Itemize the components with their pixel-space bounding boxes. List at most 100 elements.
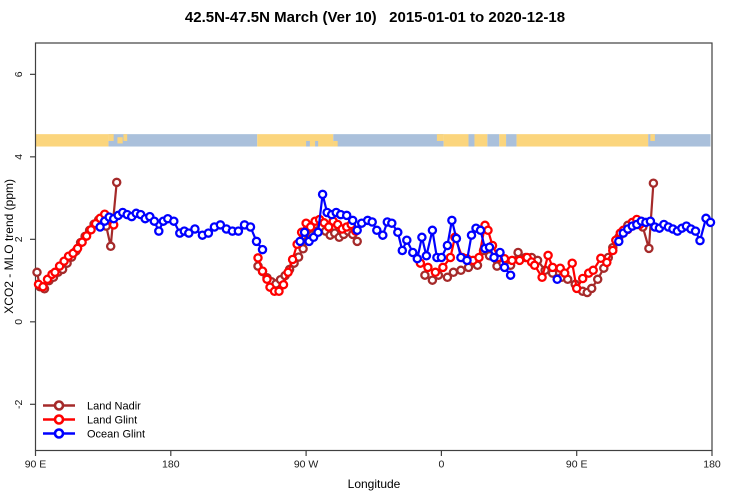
data-point xyxy=(602,257,612,268)
y-tick-label: 6 xyxy=(13,71,25,77)
chart-title: 42.5N-47.5N March (Ver 10) 2015-01-01 to… xyxy=(184,9,566,26)
data-point xyxy=(317,189,328,200)
data-point xyxy=(614,236,624,247)
data-point xyxy=(475,225,486,236)
x-tick-label: 180 xyxy=(703,459,721,471)
data-point xyxy=(577,273,588,284)
x-tick-label: 90 E xyxy=(566,459,588,471)
series-land-glint xyxy=(33,209,645,297)
data-point xyxy=(72,243,83,254)
data-point xyxy=(596,253,606,264)
data-point xyxy=(154,226,164,236)
x-tick-label: 90 E xyxy=(25,459,47,471)
map-band-ocean-segment xyxy=(648,134,711,147)
data-point xyxy=(474,252,484,263)
data-point xyxy=(489,252,499,263)
data-point xyxy=(447,215,457,226)
data-point xyxy=(690,226,701,236)
data-point xyxy=(95,222,105,232)
y-tick-label: 2 xyxy=(13,236,25,242)
legend-marker xyxy=(53,428,65,439)
data-point xyxy=(438,262,448,273)
data-point xyxy=(81,231,92,241)
map-band-land-segment xyxy=(35,134,109,147)
data-point xyxy=(283,267,293,278)
data-point xyxy=(111,177,122,188)
data-point xyxy=(367,217,377,227)
data-point xyxy=(323,222,334,232)
data-point xyxy=(586,283,597,294)
map-band-island-patch xyxy=(650,134,655,141)
data-point xyxy=(588,265,598,276)
data-point xyxy=(352,225,362,236)
data-point xyxy=(412,253,423,264)
data-point xyxy=(644,243,654,254)
data-point xyxy=(251,236,262,247)
legend-item-land-nadir: Land Nadir xyxy=(43,400,141,413)
data-point xyxy=(402,235,412,245)
data-point xyxy=(648,178,659,188)
data-point xyxy=(299,227,310,238)
data-point xyxy=(567,258,577,268)
data-point xyxy=(645,216,656,226)
data-point xyxy=(190,224,200,234)
data-point xyxy=(169,216,179,226)
data-point xyxy=(507,255,517,266)
data-point xyxy=(442,240,453,251)
data-point xyxy=(233,226,244,236)
map-band-land-segment xyxy=(257,134,334,147)
data-point xyxy=(50,267,60,278)
data-point xyxy=(203,228,214,238)
y-tick-label: 0 xyxy=(13,319,25,325)
data-point xyxy=(513,247,523,258)
map-band-lake-patch xyxy=(306,140,310,147)
legend-label: Land Glint xyxy=(87,415,137,427)
data-point xyxy=(436,252,447,263)
data-point xyxy=(245,222,256,232)
map-band-ocean-segment xyxy=(108,134,258,147)
data-point xyxy=(421,251,432,261)
data-point xyxy=(387,218,397,228)
data-point xyxy=(445,252,456,263)
series-land-nadir xyxy=(32,177,659,298)
data-point xyxy=(608,245,618,256)
data-point xyxy=(372,225,382,236)
series-ocean-glint xyxy=(95,189,716,285)
map-band-ocean-segment xyxy=(333,134,444,147)
data-point xyxy=(695,235,705,246)
data-point xyxy=(184,228,194,238)
data-point xyxy=(442,272,453,283)
data-point xyxy=(298,244,308,254)
data-point xyxy=(705,217,716,228)
data-point xyxy=(77,237,87,247)
legend-item-ocean-glint: Ocean Glint xyxy=(43,428,145,441)
data-point xyxy=(559,268,570,278)
y-tick-label: -2 xyxy=(13,399,25,408)
data-point xyxy=(257,266,268,276)
map-band-island-patch xyxy=(436,134,444,141)
legend-marker xyxy=(53,400,65,411)
data-point xyxy=(430,267,441,278)
data-point xyxy=(149,216,160,226)
data-point xyxy=(592,274,603,285)
data-point xyxy=(420,270,430,280)
data-point xyxy=(466,230,477,240)
map-band-island-patch xyxy=(333,140,338,147)
data-point xyxy=(456,265,466,276)
data-point xyxy=(215,220,226,230)
data-point xyxy=(378,230,388,240)
x-axis-label: Longitude xyxy=(347,477,401,491)
data-point xyxy=(547,262,558,273)
data-point xyxy=(427,225,438,236)
data-point xyxy=(341,210,352,221)
data-point xyxy=(423,262,433,273)
map-band-island-patch xyxy=(123,134,128,141)
data-point xyxy=(448,267,459,278)
data-point xyxy=(397,245,408,256)
y-tick-label: 4 xyxy=(13,154,25,160)
data-point xyxy=(505,270,516,280)
map-band-land-segment xyxy=(516,134,649,147)
data-point xyxy=(552,274,562,285)
legend-item-land-glint: Land Glint xyxy=(43,414,137,427)
